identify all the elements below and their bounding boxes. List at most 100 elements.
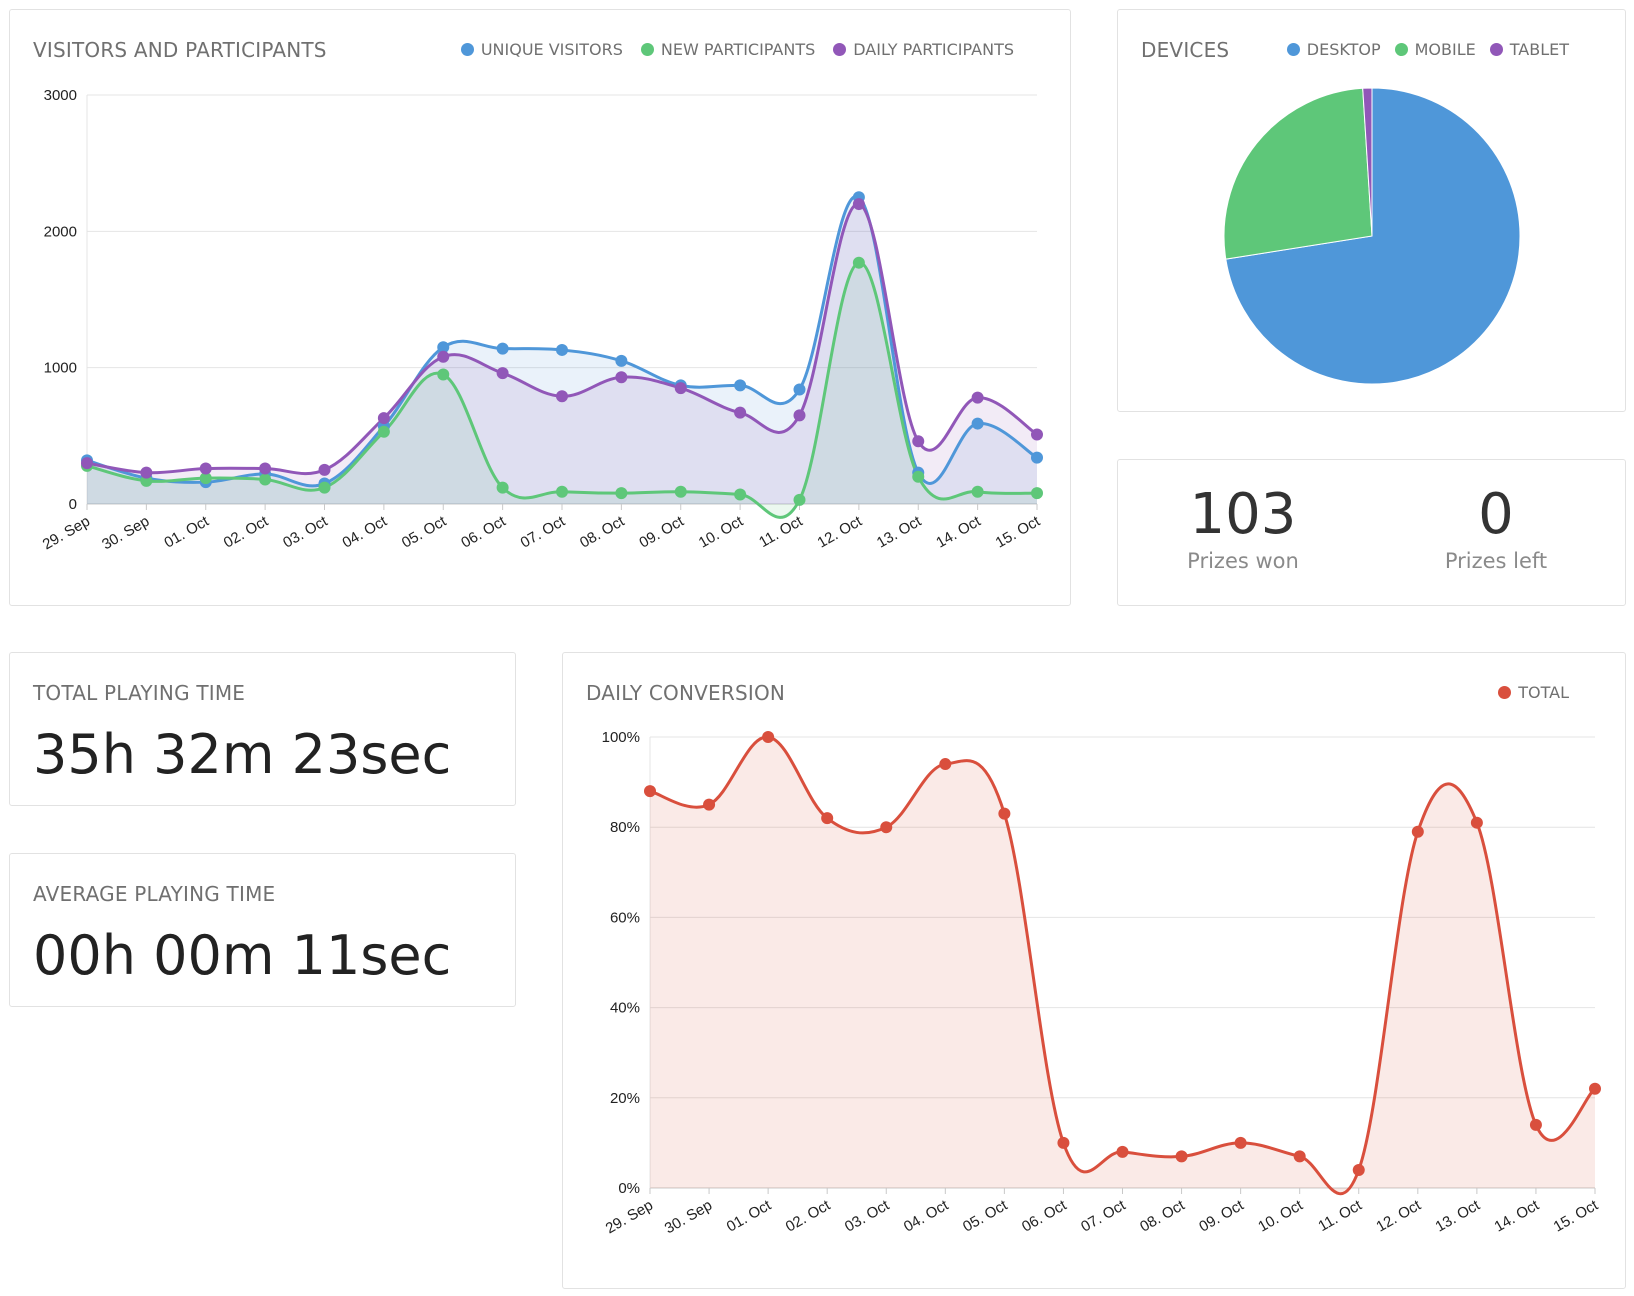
total-dot-icon xyxy=(1498,686,1512,699)
y-tick-label: 2000 xyxy=(44,223,77,240)
x-tick-label: 10. Oct xyxy=(696,512,747,551)
data-point xyxy=(793,493,806,506)
devices-title: DEVICES xyxy=(1141,38,1230,62)
y-tick-label: 1000 xyxy=(44,360,77,377)
x-tick-label: 03. Oct xyxy=(842,1196,893,1235)
legend-total-label: TOTAL xyxy=(1518,683,1569,702)
data-point xyxy=(496,342,509,355)
legend-mobile[interactable]: MOBILE xyxy=(1394,40,1476,59)
data-point xyxy=(615,487,628,500)
data-point xyxy=(615,371,628,384)
legend-daily-label: DAILY PARTICIPANTS xyxy=(853,40,1014,59)
x-tick-label: 02. Oct xyxy=(221,512,272,551)
x-tick-label: 15. Oct xyxy=(1551,1196,1602,1235)
x-tick-label: 13. Oct xyxy=(1432,1196,1483,1235)
x-tick-label: 04. Oct xyxy=(339,512,390,551)
series-area xyxy=(650,736,1595,1194)
mobile-dot-icon xyxy=(1394,43,1408,56)
x-tick-label: 07. Oct xyxy=(1078,1196,1129,1235)
data-point xyxy=(259,473,272,486)
data-point xyxy=(734,406,747,419)
data-point xyxy=(644,785,656,798)
data-point xyxy=(259,462,272,475)
devices-chart xyxy=(1223,87,1521,385)
series-area xyxy=(87,262,1037,518)
data-point xyxy=(971,485,984,498)
x-tick-label: 07. Oct xyxy=(518,512,569,551)
x-tick-label: 30. Sep xyxy=(662,1197,715,1238)
data-point xyxy=(496,481,509,494)
x-tick-label: 08. Oct xyxy=(577,512,628,551)
data-point xyxy=(140,466,153,479)
prizes-won-label: Prizes won xyxy=(1187,549,1299,573)
x-tick-label: 09. Oct xyxy=(1196,1196,1247,1235)
legend-tablet-label: TABLET xyxy=(1509,40,1569,59)
x-tick-label: 01. Oct xyxy=(161,512,212,551)
data-point xyxy=(1175,1150,1188,1163)
total-playing-time-panel: TOTAL PLAYING TIME 35h 32m 23sec xyxy=(9,652,516,806)
x-tick-label: 01. Oct xyxy=(724,1196,775,1235)
average-playing-time-panel: AVERAGE PLAYING TIME 00h 00m 11sec xyxy=(9,853,516,1007)
data-point xyxy=(437,368,450,381)
prizes-panel: 103 Prizes won 0 Prizes left xyxy=(1117,459,1626,606)
data-point xyxy=(912,435,925,448)
data-point xyxy=(318,481,331,494)
data-point xyxy=(821,812,834,825)
series-area xyxy=(87,203,1037,504)
legend-daily-participants[interactable]: DAILY PARTICIPANTS xyxy=(833,40,1014,59)
legend-total[interactable]: TOTAL xyxy=(1498,683,1569,702)
data-point xyxy=(1057,1136,1070,1149)
y-tick-label: 0 xyxy=(69,496,77,513)
data-point xyxy=(199,472,212,485)
total-playing-time-value: 35h 32m 23sec xyxy=(33,723,452,786)
data-point xyxy=(615,354,628,367)
conversion-panel: DAILY CONVERSION TOTAL 0% 20% 40% 60% 80% 100… xyxy=(562,652,1626,1289)
y-tick-label: 3000 xyxy=(44,87,77,104)
legend-new-participants[interactable]: NEW PARTICIPANTS xyxy=(640,40,815,59)
y-tick-label: 0% xyxy=(618,1180,640,1197)
visitors-panel: VISITORS AND PARTICIPANTS UNIQUE VISITOR… xyxy=(9,9,1071,606)
x-tick-label: 09. Oct xyxy=(636,512,687,551)
data-point xyxy=(1031,487,1043,500)
prizes-left-value: 0 xyxy=(1478,482,1514,547)
x-tick-label: 05. Oct xyxy=(960,1196,1011,1235)
legend-tablet[interactable]: TABLET xyxy=(1489,40,1569,59)
new-participants-dot-icon xyxy=(640,43,654,56)
x-tick-label: 13. Oct xyxy=(874,512,925,551)
data-point xyxy=(1589,1082,1601,1095)
legend-desktop[interactable]: DESKTOP xyxy=(1286,40,1381,59)
data-point xyxy=(852,198,865,211)
visitors-title: VISITORS AND PARTICIPANTS xyxy=(33,38,327,62)
data-point xyxy=(556,343,568,356)
legend-unique-visitors[interactable]: UNIQUE VISITORS xyxy=(460,40,623,59)
data-point xyxy=(318,463,331,476)
y-tick-label: 100% xyxy=(602,729,640,746)
data-point xyxy=(793,383,806,396)
data-point xyxy=(556,390,568,403)
x-tick-label: 02. Oct xyxy=(783,1196,834,1235)
data-point xyxy=(880,821,893,834)
x-tick-label: 08. Oct xyxy=(1137,1196,1188,1235)
data-point xyxy=(496,367,509,380)
data-point xyxy=(971,391,984,404)
visitors-chart: 0 1000 2000 3000 29. Sep 30. Sep 01. Oct 02. Oc… xyxy=(40,87,1044,554)
total-playing-time-title: TOTAL PLAYING TIME xyxy=(33,681,246,705)
desktop-dot-icon xyxy=(1286,43,1300,56)
tablet-dot-icon xyxy=(1489,43,1503,56)
devices-panel: DEVICES DESKTOP MOBILE TABLET xyxy=(1117,9,1626,412)
data-point xyxy=(674,382,687,395)
x-tick-label: 29. Sep xyxy=(40,513,93,554)
data-point xyxy=(377,425,390,438)
data-point xyxy=(674,485,687,498)
data-point xyxy=(793,409,806,422)
data-point xyxy=(734,379,747,392)
y-tick-label: 20% xyxy=(610,1090,640,1107)
average-playing-time-title: AVERAGE PLAYING TIME xyxy=(33,882,276,906)
pie-slice-mobile xyxy=(1223,87,1373,260)
x-tick-label: 06. Oct xyxy=(458,512,509,551)
x-tick-label: 11. Oct xyxy=(1315,1196,1365,1235)
daily-participants-dot-icon xyxy=(833,43,847,56)
data-point xyxy=(703,798,716,811)
x-tick-label: 30. Sep xyxy=(99,513,152,554)
data-point xyxy=(998,807,1011,820)
